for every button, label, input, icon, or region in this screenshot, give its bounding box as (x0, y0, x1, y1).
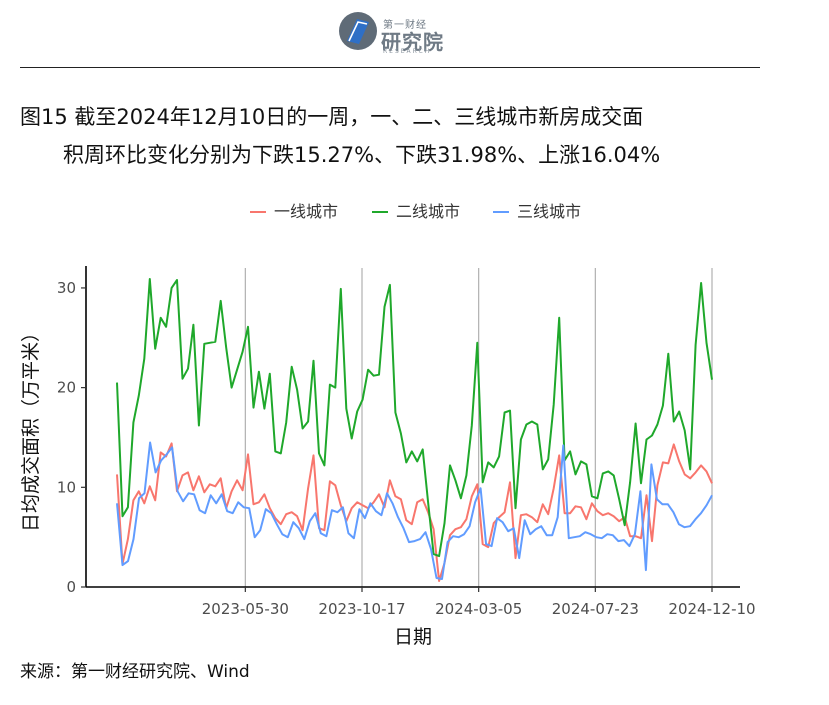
logo-top-text: 第一财经 (383, 20, 427, 31)
figure-title-line1: 图15 截至2024年12月10日的一周，一、二、三线城市新房成交面 (20, 105, 644, 129)
legend-swatch-tier1 (250, 211, 266, 213)
source-note: 来源：第一财经研究院、Wind (20, 662, 250, 682)
legend-swatch-tier2 (372, 211, 388, 213)
legend-swatch-tier3 (493, 211, 509, 213)
x-tick-label-0: 2023-05-30 (202, 600, 289, 618)
x-tick-label-3: 2024-07-23 (552, 600, 639, 618)
y-tick-label-1: 10 (57, 478, 76, 496)
book-logo-icon (339, 12, 377, 50)
chart-legend: 一线城市 二线城市 三线城市 (0, 200, 829, 224)
logo-main-text: 研究院 (381, 30, 444, 54)
series-line-2 (116, 278, 713, 558)
y-axis-title: 日均成交面积（万平米） (20, 323, 42, 532)
header-divider (20, 67, 760, 68)
x-tick-label-1: 2023-10-17 (318, 600, 405, 618)
series-line-1 (116, 442, 713, 582)
y-tick-label-0: 0 (66, 578, 76, 596)
legend-label-tier1: 一线城市 (274, 202, 339, 221)
logo-sub-text: RESEARCH (383, 48, 432, 55)
x-tick-label-4: 2024-12-10 (668, 600, 755, 618)
brand-logo: 第一财经 研究院 RESEARCH (337, 8, 447, 56)
x-axis-title: 日期 (394, 626, 432, 648)
y-tick-label-3: 30 (57, 279, 76, 297)
legend-label-tier2: 二线城市 (396, 202, 461, 221)
line-chart: 0 10 20 30 2023-05-30 2023-10-17 2024-03-05 202… (20, 266, 756, 648)
figure-title: 图15 截至2024年12月10日的一周，一、二、三线城市新房成交面 积周环比变… (20, 98, 810, 174)
report-header: 第一财经 研究院 RESEARCH (0, 0, 829, 68)
figure-title-line2: 积周环比变化分别为下跌15.27%、下跌31.98%、上涨16.04% (63, 143, 661, 167)
series-line-3 (116, 441, 713, 580)
x-tick-label-2: 2024-03-05 (435, 600, 522, 618)
legend-label-tier3: 三线城市 (517, 202, 582, 221)
y-tick-label-2: 20 (57, 379, 76, 397)
